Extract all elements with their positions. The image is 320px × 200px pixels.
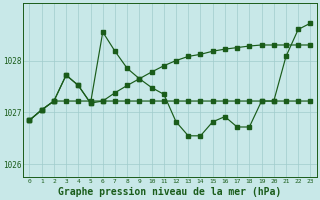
X-axis label: Graphe pression niveau de la mer (hPa): Graphe pression niveau de la mer (hPa) <box>58 186 282 197</box>
